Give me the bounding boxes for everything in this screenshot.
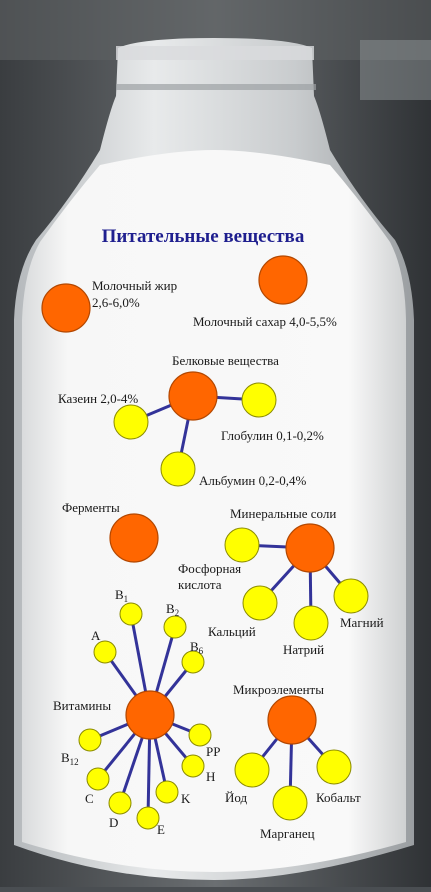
albumin-label: Альбумин 0,2-0,4%: [199, 473, 306, 488]
vitamin-pp-label: PP: [206, 744, 220, 759]
diagram-title: Питательные вещества: [102, 226, 305, 247]
vitamin-b2-label: B2: [166, 601, 179, 618]
vitamins-node: [125, 690, 175, 740]
vitamin-k-label: K: [181, 791, 191, 806]
sodium-label: Натрий: [283, 642, 324, 657]
vitamin-d-node: [108, 791, 132, 815]
trace-elements-label: Микроэлементы: [233, 682, 324, 697]
milk-body: [22, 150, 406, 872]
bottle-rim: [116, 46, 314, 60]
vitamin-c-node: [86, 767, 110, 791]
vitamin-d-label: D: [109, 815, 118, 830]
phosphoric-acid-label-1: Фосфорная: [178, 561, 241, 576]
magnesium-label: Магний: [340, 615, 384, 630]
vitamin-h-label: H: [206, 769, 215, 784]
cobalt-label: Кобальт: [316, 790, 361, 805]
iodine-label: Йод: [225, 790, 248, 805]
vitamin-b6-label: B6: [190, 639, 204, 656]
vitamin-pp-node: [188, 723, 212, 747]
vitamin-k-node: [155, 780, 179, 804]
vitamin-b2-node: [163, 615, 187, 639]
proteins-node: [168, 371, 218, 421]
phosphoric-acid-node: [224, 527, 260, 563]
manganese-node: [272, 785, 308, 821]
iodine-node: [234, 752, 270, 788]
proteins-label: Белковые вещества: [172, 353, 279, 368]
vitamin-a-label: A: [91, 628, 101, 643]
vitamin-a-node: [93, 640, 117, 664]
vitamins-label: Витамины: [53, 698, 111, 713]
enzymes-label: Ферменты: [62, 500, 120, 515]
vitamin-c-label: C: [85, 791, 94, 806]
vitamin-h-node: [181, 754, 205, 778]
casein-label: Казеин 2,0-4%: [58, 391, 138, 406]
phosphoric-acid-label-2: кислота: [178, 577, 222, 592]
globulin-label: Глобулин 0,1-0,2%: [221, 428, 324, 443]
vitamin-b12-node: [78, 728, 102, 752]
vitamin-b1-label: B1: [115, 587, 128, 604]
enzymes-node: [109, 513, 159, 563]
albumin-node: [160, 451, 196, 487]
milk-sugar-label: Молочный сахар 4,0-5,5%: [193, 314, 337, 329]
minerals-node: [285, 523, 335, 573]
manganese-label: Марганец: [260, 826, 315, 841]
magnesium-node: [333, 578, 369, 614]
trace-elements-node: [267, 695, 317, 745]
milk-sugar-node: [258, 255, 308, 305]
globulin-node: [241, 382, 277, 418]
calcium-label: Кальций: [208, 624, 256, 639]
calcium-node: [242, 585, 278, 621]
vitamin-b1-node: [119, 602, 143, 626]
milk-fat-node: [41, 283, 91, 333]
vitamin-b6-node: [181, 650, 205, 674]
vitamin-e-label: E: [157, 822, 165, 837]
milk-fat-value: 2,6-6,0%: [92, 295, 140, 310]
sodium-node: [293, 605, 329, 641]
casein-node: [113, 404, 149, 440]
vitamin-b12-label: B12: [61, 750, 79, 767]
vitamin-e-node: [136, 806, 160, 830]
cobalt-node: [316, 749, 352, 785]
milk-fat-label: Молочный жир: [92, 278, 177, 293]
minerals-label: Минеральные соли: [230, 506, 336, 521]
